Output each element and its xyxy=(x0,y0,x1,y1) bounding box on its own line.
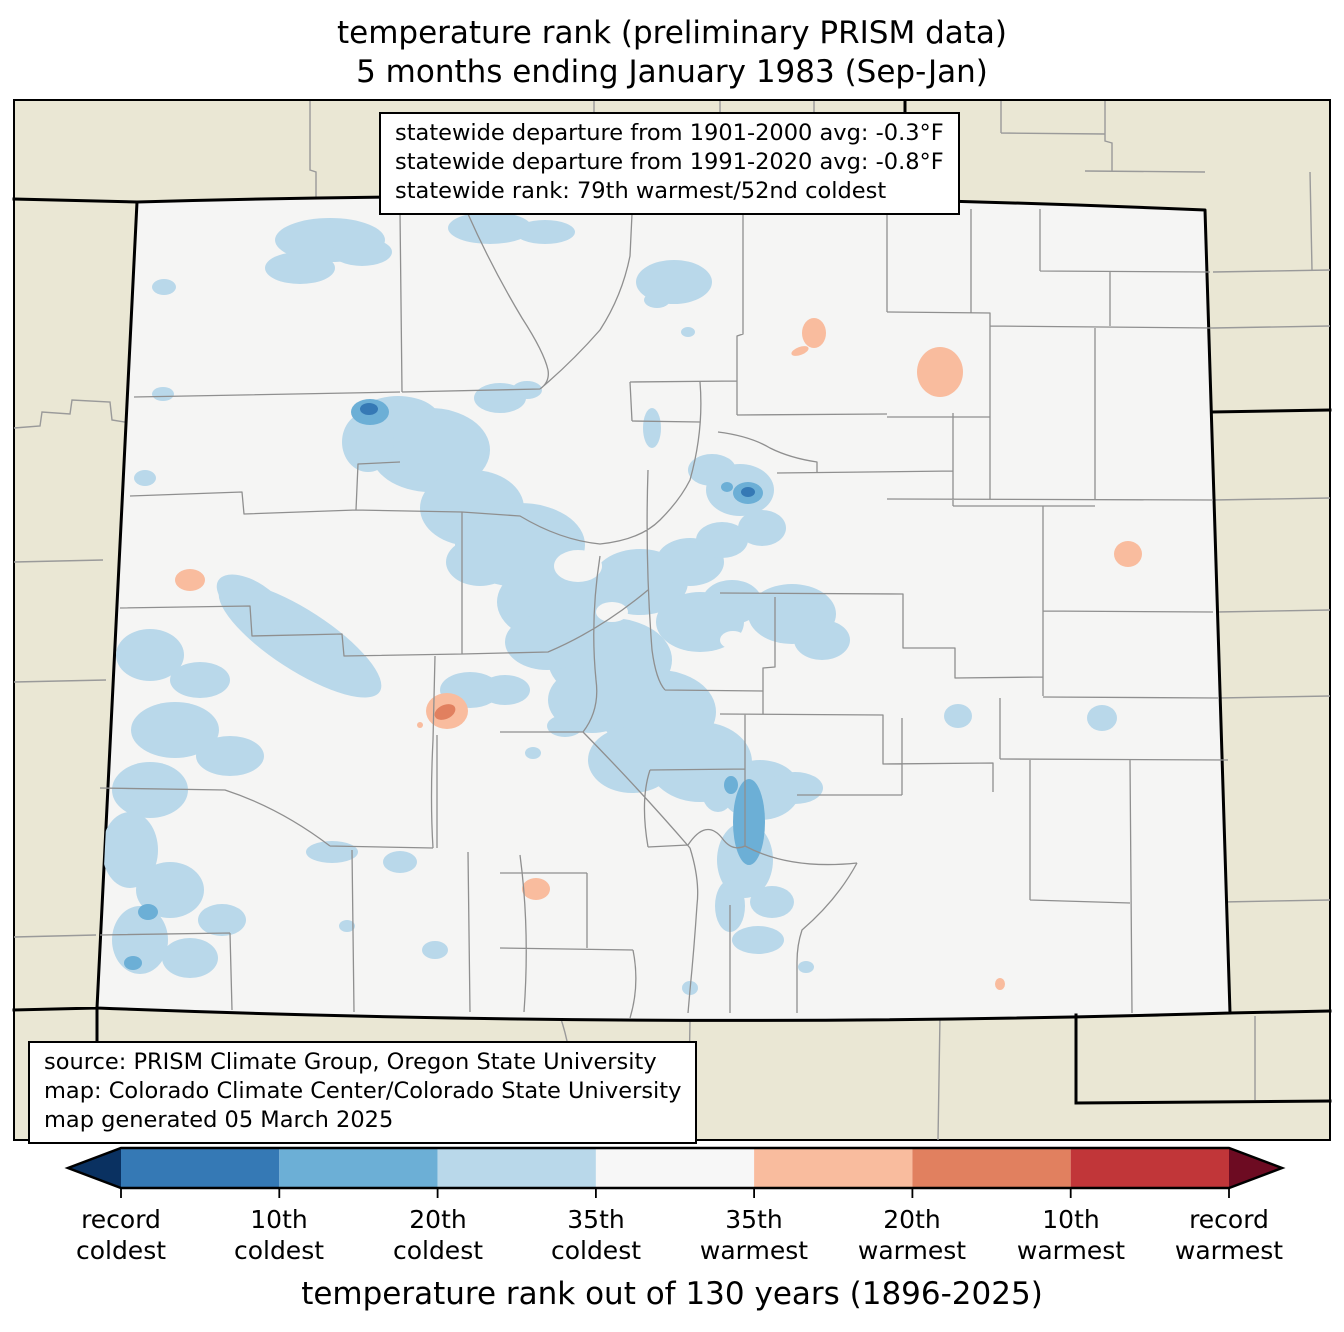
legend-label-20th-coldest: 20th coldest xyxy=(392,1205,484,1265)
stats-line-departure-1991-2020: statewide departure from 1991-2020 avg: … xyxy=(395,149,944,175)
source-credit-box: source: PRISM Climate Group, Oregon Stat… xyxy=(28,1041,698,1144)
colorbar-seg-neutral xyxy=(595,1148,755,1188)
stats-line-rank: statewide rank: 79th warmest/52nd coldes… xyxy=(395,178,887,204)
page-title: temperature rank (preliminary PRISM data… xyxy=(0,14,1344,92)
statewide-stats-box: statewide departure from 1901-2000 avg: … xyxy=(379,112,960,215)
legend-label-10th-coldest: 10th coldest xyxy=(233,1205,325,1265)
legend-label-record-coldest: record coldest xyxy=(75,1205,167,1265)
colorado-county-lines xyxy=(99,207,1229,1019)
map-credit-line: map: Colorado Climate Center/Colorado St… xyxy=(44,1078,682,1104)
colorbar-axis-caption: temperature rank out of 130 years (1896-… xyxy=(301,1276,1043,1312)
legend-label-35th-coldest: 35th coldest xyxy=(550,1205,642,1265)
anomaly-layer xyxy=(102,212,1142,995)
legend-label-record-warmest: record warmest xyxy=(1174,1205,1284,1265)
legend-label-20th-warmest: 20th warmest xyxy=(857,1205,967,1265)
colorbar-seg-10th-coldest xyxy=(121,1148,280,1188)
colorbar-arrow-record-coldest xyxy=(68,1148,121,1188)
colorbar-seg-20th-coldest xyxy=(279,1148,438,1188)
stats-line-departure-1901-2000: statewide departure from 1901-2000 avg: … xyxy=(395,120,944,146)
blobs-20th-warmest xyxy=(434,704,456,720)
colorbar-seg-35th-coldest xyxy=(437,1148,596,1188)
colorbar-seg-10th-warmest xyxy=(1070,1148,1229,1188)
colorbar xyxy=(64,1146,1286,1198)
colorbar-seg-20th-warmest xyxy=(912,1148,1071,1188)
legend-label-10th-warmest: 10th warmest xyxy=(1016,1205,1126,1265)
title-line2: 5 months ending January 1983 (Sep-Jan) xyxy=(356,54,988,90)
colorbar-seg-35th-warmest xyxy=(754,1148,913,1188)
legend-label-35th-warmest: 35th warmest xyxy=(699,1205,809,1265)
colorbar-ticks xyxy=(120,1188,1230,1198)
anomaly-holes xyxy=(554,550,746,649)
generated-date-line: map generated 05 March 2025 xyxy=(44,1107,394,1133)
blobs-10th-coldest xyxy=(360,403,755,497)
blobs-35th-warmest xyxy=(175,318,1142,990)
blobs-20th-coldest xyxy=(124,399,765,970)
colorbar-arrow-record-warmest xyxy=(1229,1148,1282,1188)
title-line1: temperature rank (preliminary PRISM data… xyxy=(336,15,1007,51)
source-line: source: PRISM Climate Group, Oregon Stat… xyxy=(44,1049,657,1075)
